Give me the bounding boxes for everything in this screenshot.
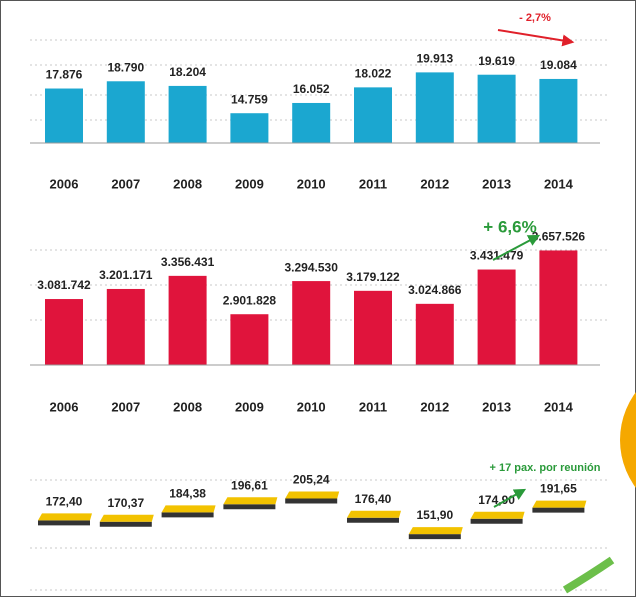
x-tick-label: 2014 [544,176,574,191]
x-tick-label: 2008 [173,399,202,414]
x-tick-label: 2010 [297,176,326,191]
bar [354,290,392,365]
x-tick-label: 2007 [111,176,140,191]
bar [354,87,392,143]
x-tick-label: 2010 [297,399,326,414]
x-tick-label: 2013 [482,399,511,414]
badge [620,392,636,488]
bar [539,250,578,365]
marker [532,500,587,508]
value-label: 174,90 [478,493,515,507]
annotation-arrow [493,488,527,508]
value-label: 172,40 [46,495,83,509]
marker-shadow [223,504,276,510]
value-label: 3.431.479 [470,249,524,263]
value-label: 18.022 [355,67,392,81]
swoosh [562,556,615,594]
x-tick-label: 2011 [359,176,387,191]
marker-shadow [285,498,338,504]
value-label: 191,65 [540,482,577,496]
bar [415,72,454,143]
annotation: + 6,6% [483,217,536,236]
marker [347,510,401,518]
value-label: 14.759 [231,92,268,106]
annotation-arrow [492,234,541,261]
bar [45,299,83,365]
value-label: 3.356.431 [161,255,215,269]
bar [477,74,516,143]
value-label: 3.081.742 [37,278,91,292]
marker-shadow [99,521,152,527]
x-tick-label: 2014 [544,399,574,414]
bar [539,78,578,143]
bar [106,81,145,143]
x-tick-label: 2012 [420,176,449,191]
x-tick-label: 2007 [111,399,140,414]
marker [38,513,92,521]
bar [292,102,331,143]
x-tick-label: 2011 [359,399,387,414]
marker [408,527,463,535]
marker [161,505,216,513]
annotation-arrow [497,29,575,47]
value-label: 18.204 [169,65,206,79]
value-label: 3.657.526 [532,230,586,244]
x-tick-label: 2012 [420,399,449,414]
value-label: 16.052 [293,82,330,96]
value-label: 170,37 [107,496,144,510]
bar [230,314,269,365]
value-label: 19.084 [540,58,577,72]
annotation: + 17 pax. por reunión [490,462,601,474]
value-label: 176,40 [355,492,392,506]
marker-shadow [161,512,214,518]
annotation: - 2,7% [519,12,551,24]
bar [168,85,207,143]
marker [470,511,525,519]
marker-shadow [38,520,90,526]
value-label: 19.619 [478,54,515,68]
marker-shadow [408,534,461,540]
bar [415,303,454,365]
bar [477,269,516,365]
marker-shadow [532,507,585,513]
x-tick-label: 2006 [50,176,79,191]
x-tick-label: 2008 [173,176,202,191]
value-label: 184,38 [169,487,206,501]
x-tick-label: 2006 [50,399,79,414]
value-label: 2.901.828 [223,293,277,307]
bar [292,281,331,365]
marker [223,497,278,505]
value-label: 18.790 [107,60,144,74]
value-label: 196,61 [231,478,268,492]
value-label: 17.876 [46,68,83,82]
marker-shadow [347,517,399,523]
marker-shadow [470,518,523,524]
bar [168,275,207,365]
value-label: 3.294.530 [285,260,339,274]
x-tick-label: 2009 [235,399,264,414]
value-label: 3.179.122 [346,270,400,284]
marker [285,491,340,499]
marker [99,514,154,522]
bar [230,113,269,143]
value-label: 3.201.171 [99,268,153,282]
value-label: 19.913 [416,52,453,66]
value-label: 205,24 [293,473,330,487]
value-label: 3.024.866 [408,283,462,297]
bar [106,288,145,365]
x-tick-label: 2013 [482,176,511,191]
x-tick-label: 2009 [235,176,264,191]
bar [45,88,83,143]
value-label: 151,90 [416,508,453,522]
